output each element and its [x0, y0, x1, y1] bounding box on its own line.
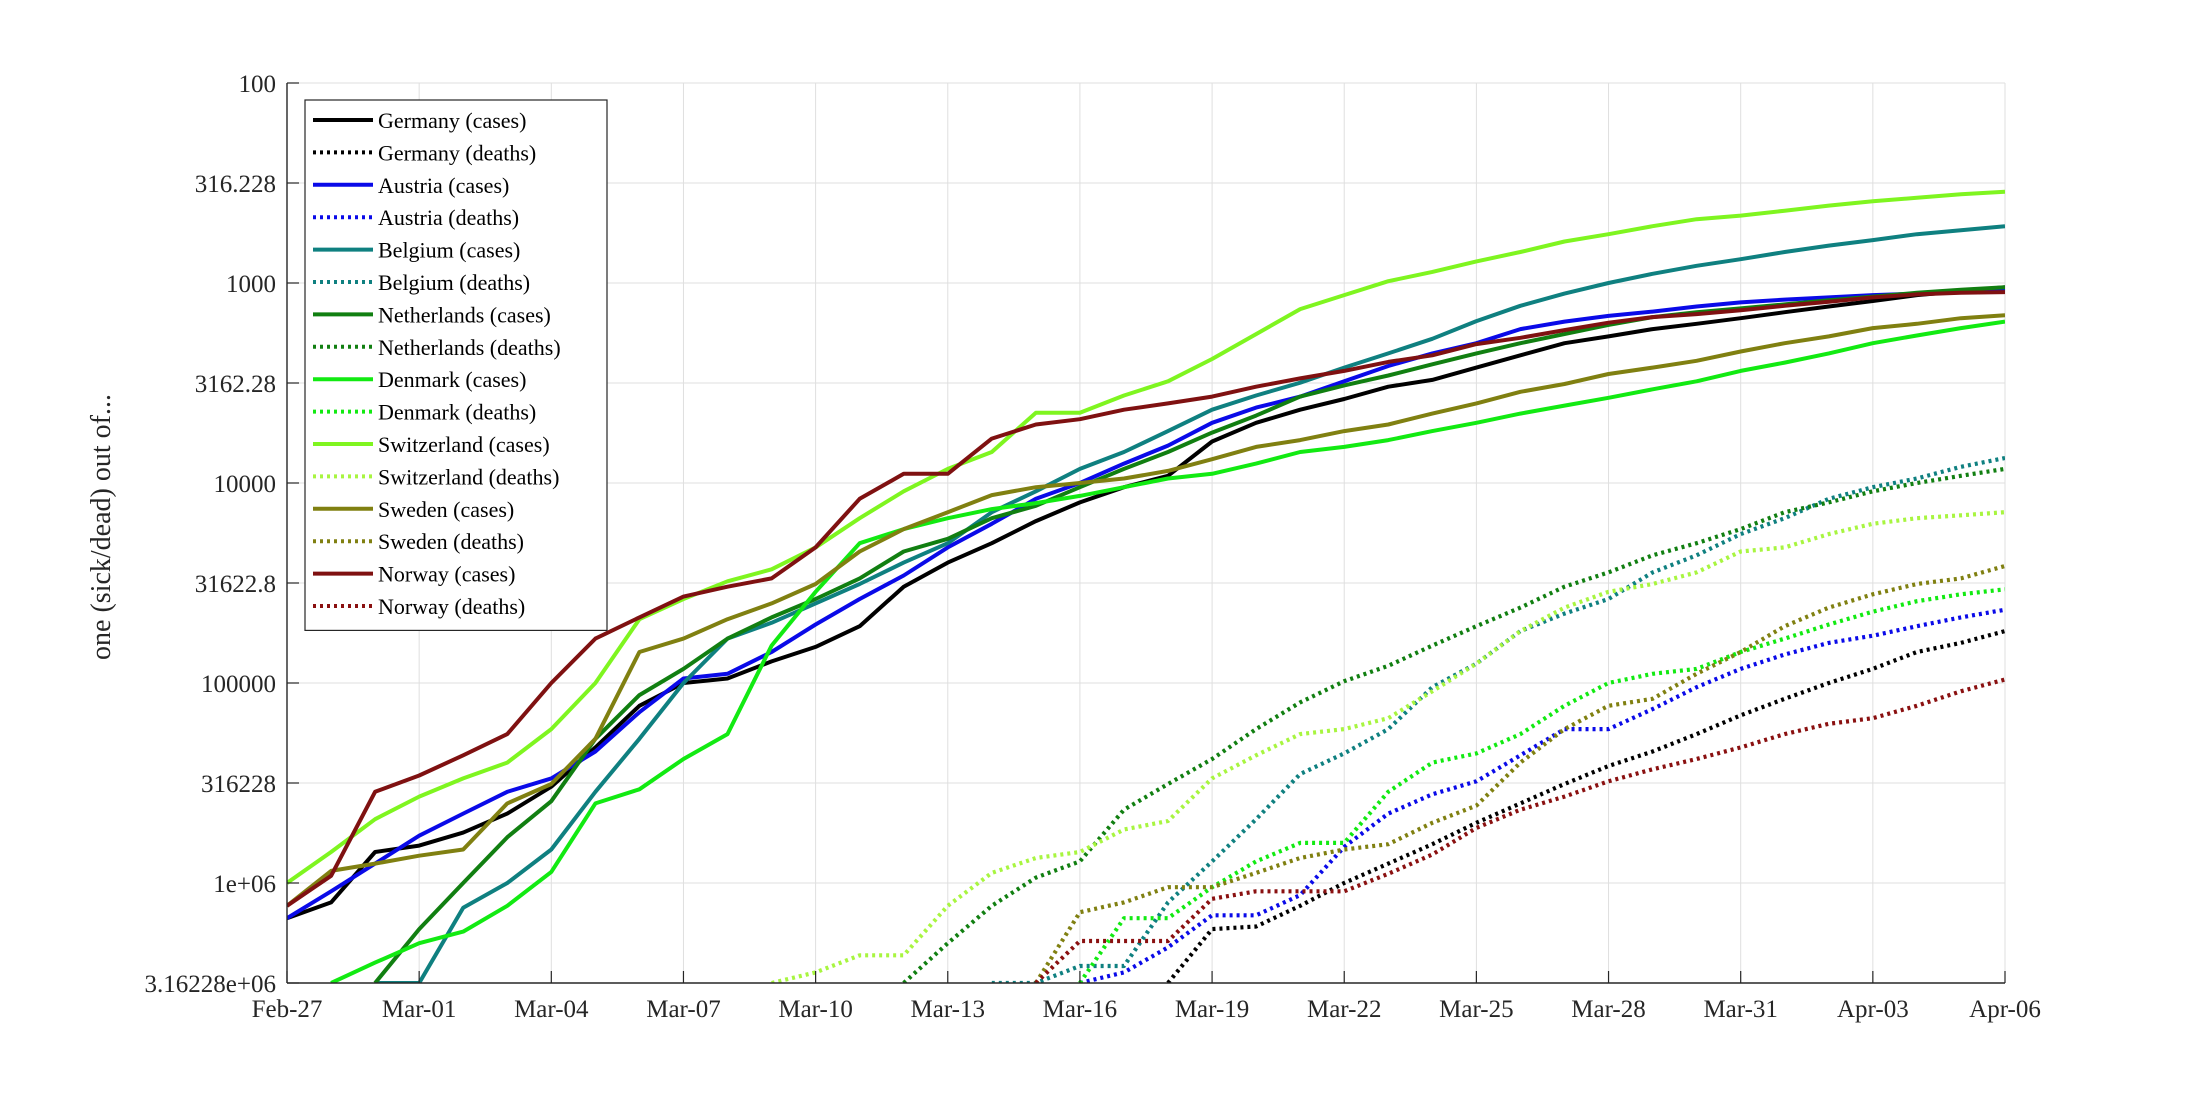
- y-tick-label: 1000: [226, 271, 276, 298]
- legend-entry: Netherlands (deaths): [378, 335, 561, 360]
- x-tick-label: Mar-04: [514, 996, 589, 1023]
- x-axis: Feb-27 Mar-01 Mar-04 Mar-07 Mar-10 Mar-13 Mar-…: [252, 971, 2041, 1023]
- axes: [286, 83, 2005, 984]
- y-axis: 100 316.228 1000 3162.28 10000 31622.8 100000 3…: [145, 71, 299, 998]
- legend-entry: Germany (deaths): [378, 140, 536, 165]
- legend-entry: Austria (deaths): [378, 205, 519, 230]
- y-tick-label: 100: [239, 71, 277, 98]
- series-line-netherlands-deaths: [902, 466, 2005, 983]
- y-tick-label: 316.228: [195, 171, 276, 198]
- series-layer: [287, 189, 2005, 983]
- series-line-germany-deaths: [1166, 629, 2005, 983]
- series-line-switzerland-cases: [287, 189, 2005, 885]
- series-line-sweden-cases: [287, 313, 2005, 908]
- legend-entry: Denmark (cases): [378, 367, 526, 392]
- x-tick-label: Mar-16: [1043, 996, 1117, 1023]
- x-tick-label: Mar-19: [1175, 996, 1249, 1023]
- series-line-norway-deaths: [1034, 677, 2005, 983]
- series-line-switzerland-deaths: [771, 510, 2005, 983]
- legend-entry: Austria (cases): [378, 173, 509, 198]
- x-tick-label: Mar-07: [646, 996, 720, 1023]
- series-line-norway-cases: [287, 290, 2005, 908]
- series-line-denmark-cases: [330, 319, 2005, 983]
- y-tick-label: 10000: [214, 471, 277, 498]
- legend-entry: Denmark (deaths): [378, 400, 536, 425]
- x-tick-label: Mar-10: [778, 996, 852, 1023]
- x-tick-label: Mar-25: [1439, 996, 1513, 1023]
- x-tick-label: Mar-22: [1307, 996, 1381, 1023]
- legend-entry: Switzerland (deaths): [378, 464, 559, 489]
- legend-entry: Norway (deaths): [378, 594, 525, 619]
- x-tick-label: Feb-27: [252, 996, 323, 1023]
- y-tick-label: 100000: [201, 671, 276, 698]
- legend-entry: Norway (cases): [378, 562, 515, 587]
- legend-entry: Switzerland (cases): [378, 432, 550, 457]
- legend-entry: Belgium (deaths): [378, 270, 530, 295]
- legend-entry: Sweden (deaths): [378, 529, 524, 554]
- y-tick-label: 3162.28: [195, 371, 276, 398]
- x-tick-label: Mar-31: [1703, 996, 1777, 1023]
- legend: Germany (cases) Germany (deaths) Austria (…: [304, 99, 608, 632]
- y-tick-label: 31622.8: [195, 571, 276, 598]
- x-tick-label: Mar-01: [382, 996, 456, 1023]
- y-tick-label: 316228: [201, 771, 276, 798]
- x-tick-label: Apr-03: [1837, 996, 1909, 1023]
- series-line-denmark-deaths: [1078, 587, 2005, 983]
- y-axis-label: one (sick/dead) out of...: [86, 394, 117, 660]
- y-tick-label: 1e+06: [213, 871, 276, 898]
- series-line-belgium-cases: [375, 224, 2005, 983]
- legend-entry: Germany (cases): [378, 108, 526, 133]
- legend-entry: Netherlands (cases): [378, 302, 551, 327]
- series-line-austria-cases: [287, 288, 2005, 920]
- series-line-netherlands-cases: [373, 285, 2005, 983]
- series-line-austria-deaths: [1079, 607, 2005, 983]
- legend-entry: Belgium (cases): [378, 238, 520, 263]
- x-tick-label: Apr-06: [1969, 996, 2041, 1023]
- series-line-sweden-deaths: [1034, 563, 2005, 983]
- x-tick-label: Mar-13: [911, 996, 985, 1023]
- legend-entry: Sweden (cases): [378, 497, 514, 522]
- y-tick-label: 3.16228e+06: [145, 971, 276, 998]
- x-tick-label: Mar-28: [1571, 996, 1645, 1023]
